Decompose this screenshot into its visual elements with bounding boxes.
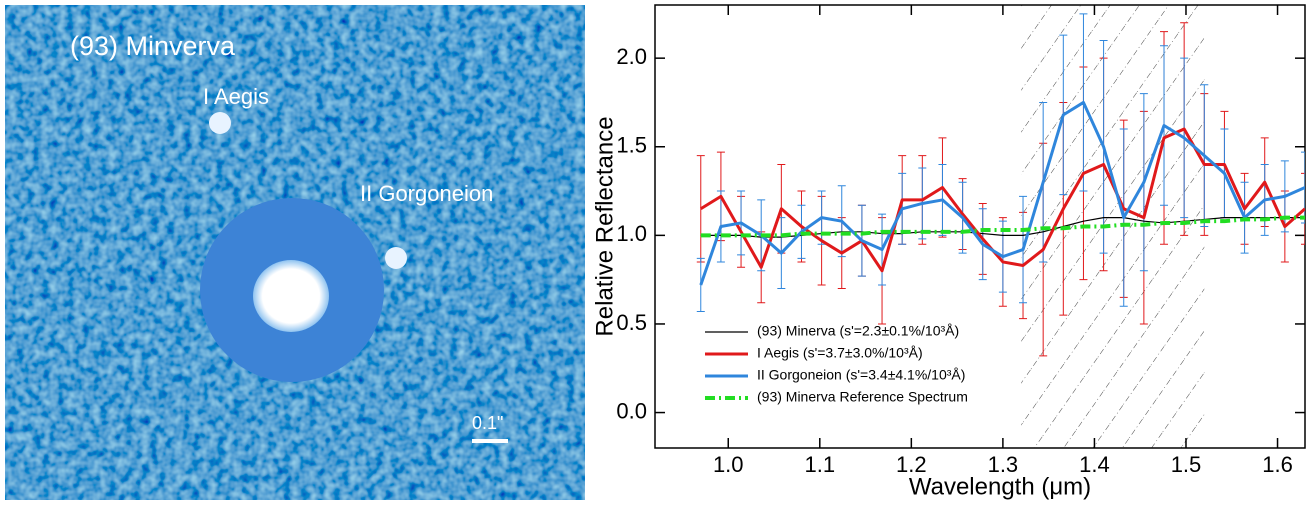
y-tick-label: 2.0 <box>616 44 647 69</box>
moon <box>385 247 407 269</box>
y-tick-label: 1.0 <box>616 221 647 246</box>
error-bar <box>1301 172 1305 245</box>
x-tick-label: 1.0 <box>713 452 744 477</box>
scale-label: 0.1" <box>472 413 503 433</box>
x-tick-label: 1.4 <box>1079 452 1110 477</box>
legend-label: (93) Minerva Reference Spectrum <box>757 389 968 405</box>
series-line <box>699 127 1305 273</box>
hatched-region <box>1021 5 1205 448</box>
legend-label: (93) Minerva (s'=2.3±0.1%/10³Å) <box>757 323 959 339</box>
x-tick-label: 1.2 <box>896 452 927 477</box>
legend-label: I Aegis (s'=3.7±3.0%/10³Å) <box>757 345 923 361</box>
x-axis-label: Wavelength (μm) <box>909 473 1091 500</box>
x-tick-label: 1.3 <box>988 452 1019 477</box>
label: I Aegis <box>203 84 269 109</box>
x-tick-label: 1.6 <box>1262 452 1293 477</box>
y-tick-label: 0.5 <box>616 310 647 335</box>
x-tick-label: 1.1 <box>804 452 835 477</box>
error-bar <box>1301 151 1305 224</box>
series-line <box>700 215 1305 238</box>
core <box>253 260 329 332</box>
moon <box>209 112 231 134</box>
label: II Gorgoneion <box>360 181 493 206</box>
image-title: (93) Minverva <box>70 31 236 61</box>
legend-label: II Gorgoneion (s'=3.4±4.1%/10³Å) <box>757 367 965 383</box>
x-tick-label: 1.5 <box>1171 452 1202 477</box>
y-axis-label: Relative Reflectance <box>591 116 618 336</box>
plot-area <box>696 13 1305 357</box>
series-line <box>699 100 1305 286</box>
chart: 0.0 0.5 1.0 1.5 2.0 1.0 1.1 1.2 1.3 1.4 1.5 1.6 Wave… <box>591 4 1306 500</box>
image-panel: (93) Minverva I Aegis II Gorgoneion 0.1" <box>5 5 585 500</box>
y-tick-label: 1.5 <box>616 133 647 158</box>
y-tick-label: 0.0 <box>616 398 647 423</box>
